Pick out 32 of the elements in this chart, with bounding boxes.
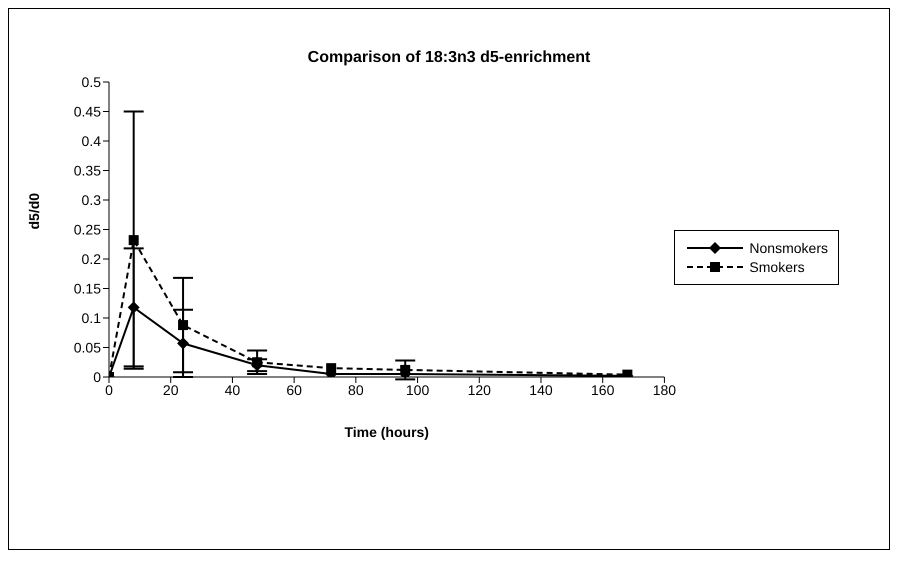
x-tick-label: 100 xyxy=(406,382,430,398)
y-tick-label: 0.45 xyxy=(74,103,102,120)
x-tick-label: 160 xyxy=(591,382,615,398)
y-tick-label: 0.35 xyxy=(74,162,102,178)
x-axis-title: Time (hours) xyxy=(344,424,429,440)
point xyxy=(177,337,190,350)
x-tick-label: 40 xyxy=(224,382,240,398)
y-tick-label: 0.5 xyxy=(82,74,102,90)
x-tick-label: 80 xyxy=(348,382,364,398)
point xyxy=(178,320,188,330)
chart-title: Comparison of 18:3n3 d5-enrichment xyxy=(306,48,592,67)
legend-label: Smokers xyxy=(749,258,805,274)
y-tick-label: 0.3 xyxy=(82,192,102,208)
x-tick-label: 120 xyxy=(468,382,492,398)
y-tick-label: 0.25 xyxy=(74,221,102,238)
x-tick-label: 0 xyxy=(105,382,114,398)
y-tick-label: 0.4 xyxy=(82,132,102,149)
x-tick-label: 140 xyxy=(529,382,553,398)
x-tick-label: 60 xyxy=(286,382,302,398)
point xyxy=(128,301,140,314)
point xyxy=(326,363,336,374)
y-tick-label: 0 xyxy=(93,368,102,385)
y-axis-title: d5/d0 xyxy=(26,192,42,230)
y-tick-label: 0.05 xyxy=(74,339,102,356)
y-tick-label: 0.1 xyxy=(82,310,102,326)
point xyxy=(252,357,262,368)
y-tick-label: 0.2 xyxy=(82,250,102,267)
y-tick-label: 0.15 xyxy=(74,280,102,296)
legend-label: Nonsmokers xyxy=(749,240,828,256)
x-tick-label: 180 xyxy=(652,382,676,398)
x-tick-label: 20 xyxy=(162,382,179,398)
point xyxy=(128,235,139,246)
